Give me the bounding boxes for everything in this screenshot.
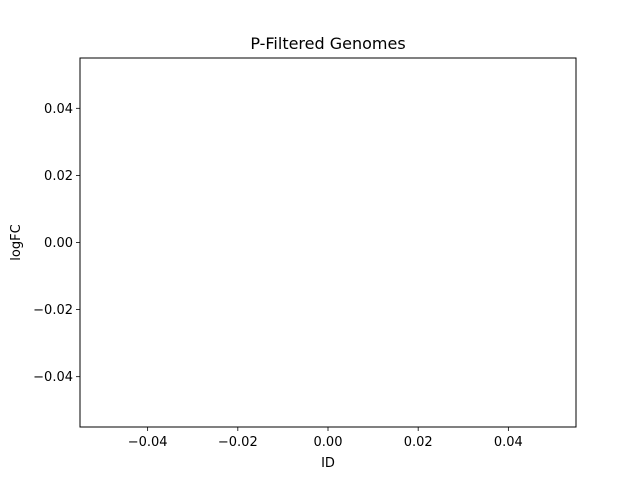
x-tick-label: −0.04 [128, 435, 168, 450]
y-axis-label: logFC [9, 224, 24, 260]
x-axis-ticks: −0.04 −0.02 0.00 0.02 0.04 [128, 427, 523, 450]
x-tick-label: 0.04 [494, 435, 523, 450]
y-axis-ticks: −0.04 −0.02 0.00 0.02 0.04 [33, 102, 80, 385]
y-tick-label: −0.02 [33, 303, 73, 318]
y-tick-label: 0.00 [44, 236, 73, 251]
x-tick-label: 0.02 [404, 435, 433, 450]
x-tick-label: 0.00 [314, 435, 343, 450]
y-tick-label: −0.04 [33, 370, 73, 385]
x-axis-label: ID [321, 456, 335, 471]
y-tick-label: 0.04 [44, 102, 73, 117]
chart-title: P-Filtered Genomes [250, 34, 405, 53]
y-tick-label: 0.02 [44, 169, 73, 184]
x-tick-label: −0.02 [218, 435, 258, 450]
